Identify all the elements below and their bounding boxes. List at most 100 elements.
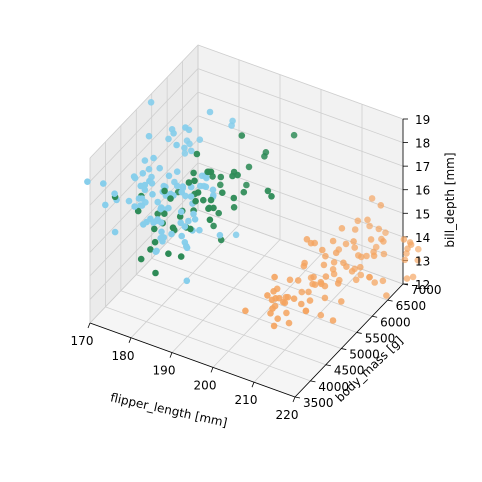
data-point-series-1 — [190, 210, 197, 218]
data-point-series-3 — [310, 273, 317, 281]
data-point-series-2 — [151, 238, 159, 246]
data-point-series-3 — [300, 262, 308, 270]
y-tick-mark — [325, 364, 331, 367]
data-point-series-1 — [156, 164, 163, 172]
data-point-series-1 — [183, 242, 190, 250]
data-point-series-3 — [348, 268, 356, 275]
data-point-series-3 — [330, 259, 338, 266]
data-point-series-1 — [173, 182, 181, 190]
z-tick-label: 13 — [415, 254, 430, 268]
data-point-series-3 — [409, 273, 417, 281]
data-point-series-3 — [380, 250, 388, 258]
data-point-series-1 — [197, 182, 204, 190]
z-grid-line — [89, 162, 199, 277]
data-point-series-1 — [196, 226, 203, 234]
x-tick-label: 210 — [235, 393, 258, 407]
y-tick-mark — [310, 380, 316, 383]
data-point-series-3 — [401, 256, 409, 264]
data-point-series-3 — [367, 236, 375, 243]
data-point-series-1 — [179, 183, 187, 190]
data-point-series-1 — [158, 228, 165, 236]
x-tick-label: 170 — [71, 334, 94, 348]
x-tick-mark — [292, 396, 296, 403]
data-point-series-3 — [379, 277, 387, 285]
data-point-series-2 — [217, 181, 224, 189]
y-tick-label: 7000 — [411, 283, 442, 297]
data-point-series-3 — [272, 295, 279, 302]
data-point-series-3 — [242, 307, 249, 315]
data-point-series-1 — [149, 191, 156, 198]
data-point-series-3 — [270, 288, 277, 295]
data-point-series-1 — [191, 216, 199, 223]
data-point-series-3 — [375, 225, 383, 233]
y-tick-label: 6000 — [380, 315, 411, 329]
data-point-series-2 — [229, 172, 236, 180]
data-point-series-1 — [157, 205, 164, 213]
data-point-series-2 — [245, 163, 253, 171]
data-point-series-1 — [139, 170, 147, 177]
data-point-series-3 — [305, 288, 312, 296]
y-grid-line — [182, 225, 388, 301]
data-points — [84, 99, 422, 330]
data-point-series-1 — [146, 177, 153, 185]
data-point-series-2 — [205, 205, 212, 212]
y-grid-line — [120, 290, 326, 366]
axis-lines — [89, 119, 404, 398]
data-point-series-1 — [111, 190, 118, 197]
data-point-series-1 — [165, 172, 173, 180]
data-point-series-3 — [382, 229, 389, 236]
x-tick-mark — [169, 352, 173, 358]
data-point-series-1 — [141, 181, 149, 189]
data-point-series-3 — [302, 307, 310, 315]
z-grid-line — [197, 91, 404, 167]
data-point-series-1 — [203, 174, 210, 182]
data-point-series-3 — [338, 225, 346, 232]
data-point-series-3 — [351, 226, 359, 233]
data-point-series-1 — [232, 231, 240, 239]
data-point-series-1 — [125, 197, 133, 205]
data-point-series-2 — [264, 187, 272, 195]
data-point-series-2 — [152, 269, 159, 277]
data-point-series-2 — [238, 132, 246, 139]
x-axis-line — [89, 322, 296, 398]
data-point-series-3 — [269, 305, 276, 312]
data-point-series-2 — [194, 189, 202, 196]
data-point-series-3 — [400, 236, 408, 243]
data-point-series-2 — [200, 196, 207, 204]
x-tick-label: 190 — [153, 364, 176, 378]
data-point-series-2 — [193, 150, 201, 158]
data-point-series-3 — [274, 315, 282, 323]
data-point-series-2 — [210, 222, 217, 230]
data-point-series-1 — [181, 144, 188, 152]
data-point-series-3 — [368, 195, 376, 202]
data-point-series-2 — [207, 196, 215, 204]
data-point-series-1 — [181, 223, 189, 230]
data-point-series-2 — [154, 210, 161, 218]
y-tick-label: 5500 — [365, 331, 396, 345]
data-point-series-3 — [350, 238, 357, 245]
data-point-series-1 — [206, 108, 214, 116]
data-point-series-1 — [216, 231, 224, 239]
data-point-series-1 — [102, 201, 109, 209]
data-point-series-2 — [192, 197, 199, 205]
z-axis-label: bill_depth [mm] — [443, 152, 457, 247]
data-point-series-2 — [261, 153, 268, 160]
data-point-series-3 — [311, 281, 319, 289]
data-point-series-3 — [370, 252, 378, 260]
data-point-series-1 — [183, 277, 191, 285]
y-grid-line — [105, 306, 311, 382]
data-point-series-1 — [185, 217, 192, 225]
data-point-series-1 — [84, 178, 91, 185]
data-point-series-1 — [150, 154, 157, 162]
data-point-series-1 — [187, 193, 195, 200]
x-tick-mark — [251, 382, 255, 388]
z-grid-line — [197, 44, 404, 120]
data-point-series-2 — [268, 193, 275, 200]
data-point-series-1 — [138, 195, 146, 202]
data-point-series-3 — [414, 256, 422, 264]
data-point-series-3 — [357, 263, 364, 271]
data-point-series-2 — [169, 224, 177, 231]
x-tick-label: 180 — [112, 349, 135, 363]
data-point-series-3 — [354, 217, 362, 225]
x-grid-line — [171, 239, 281, 353]
